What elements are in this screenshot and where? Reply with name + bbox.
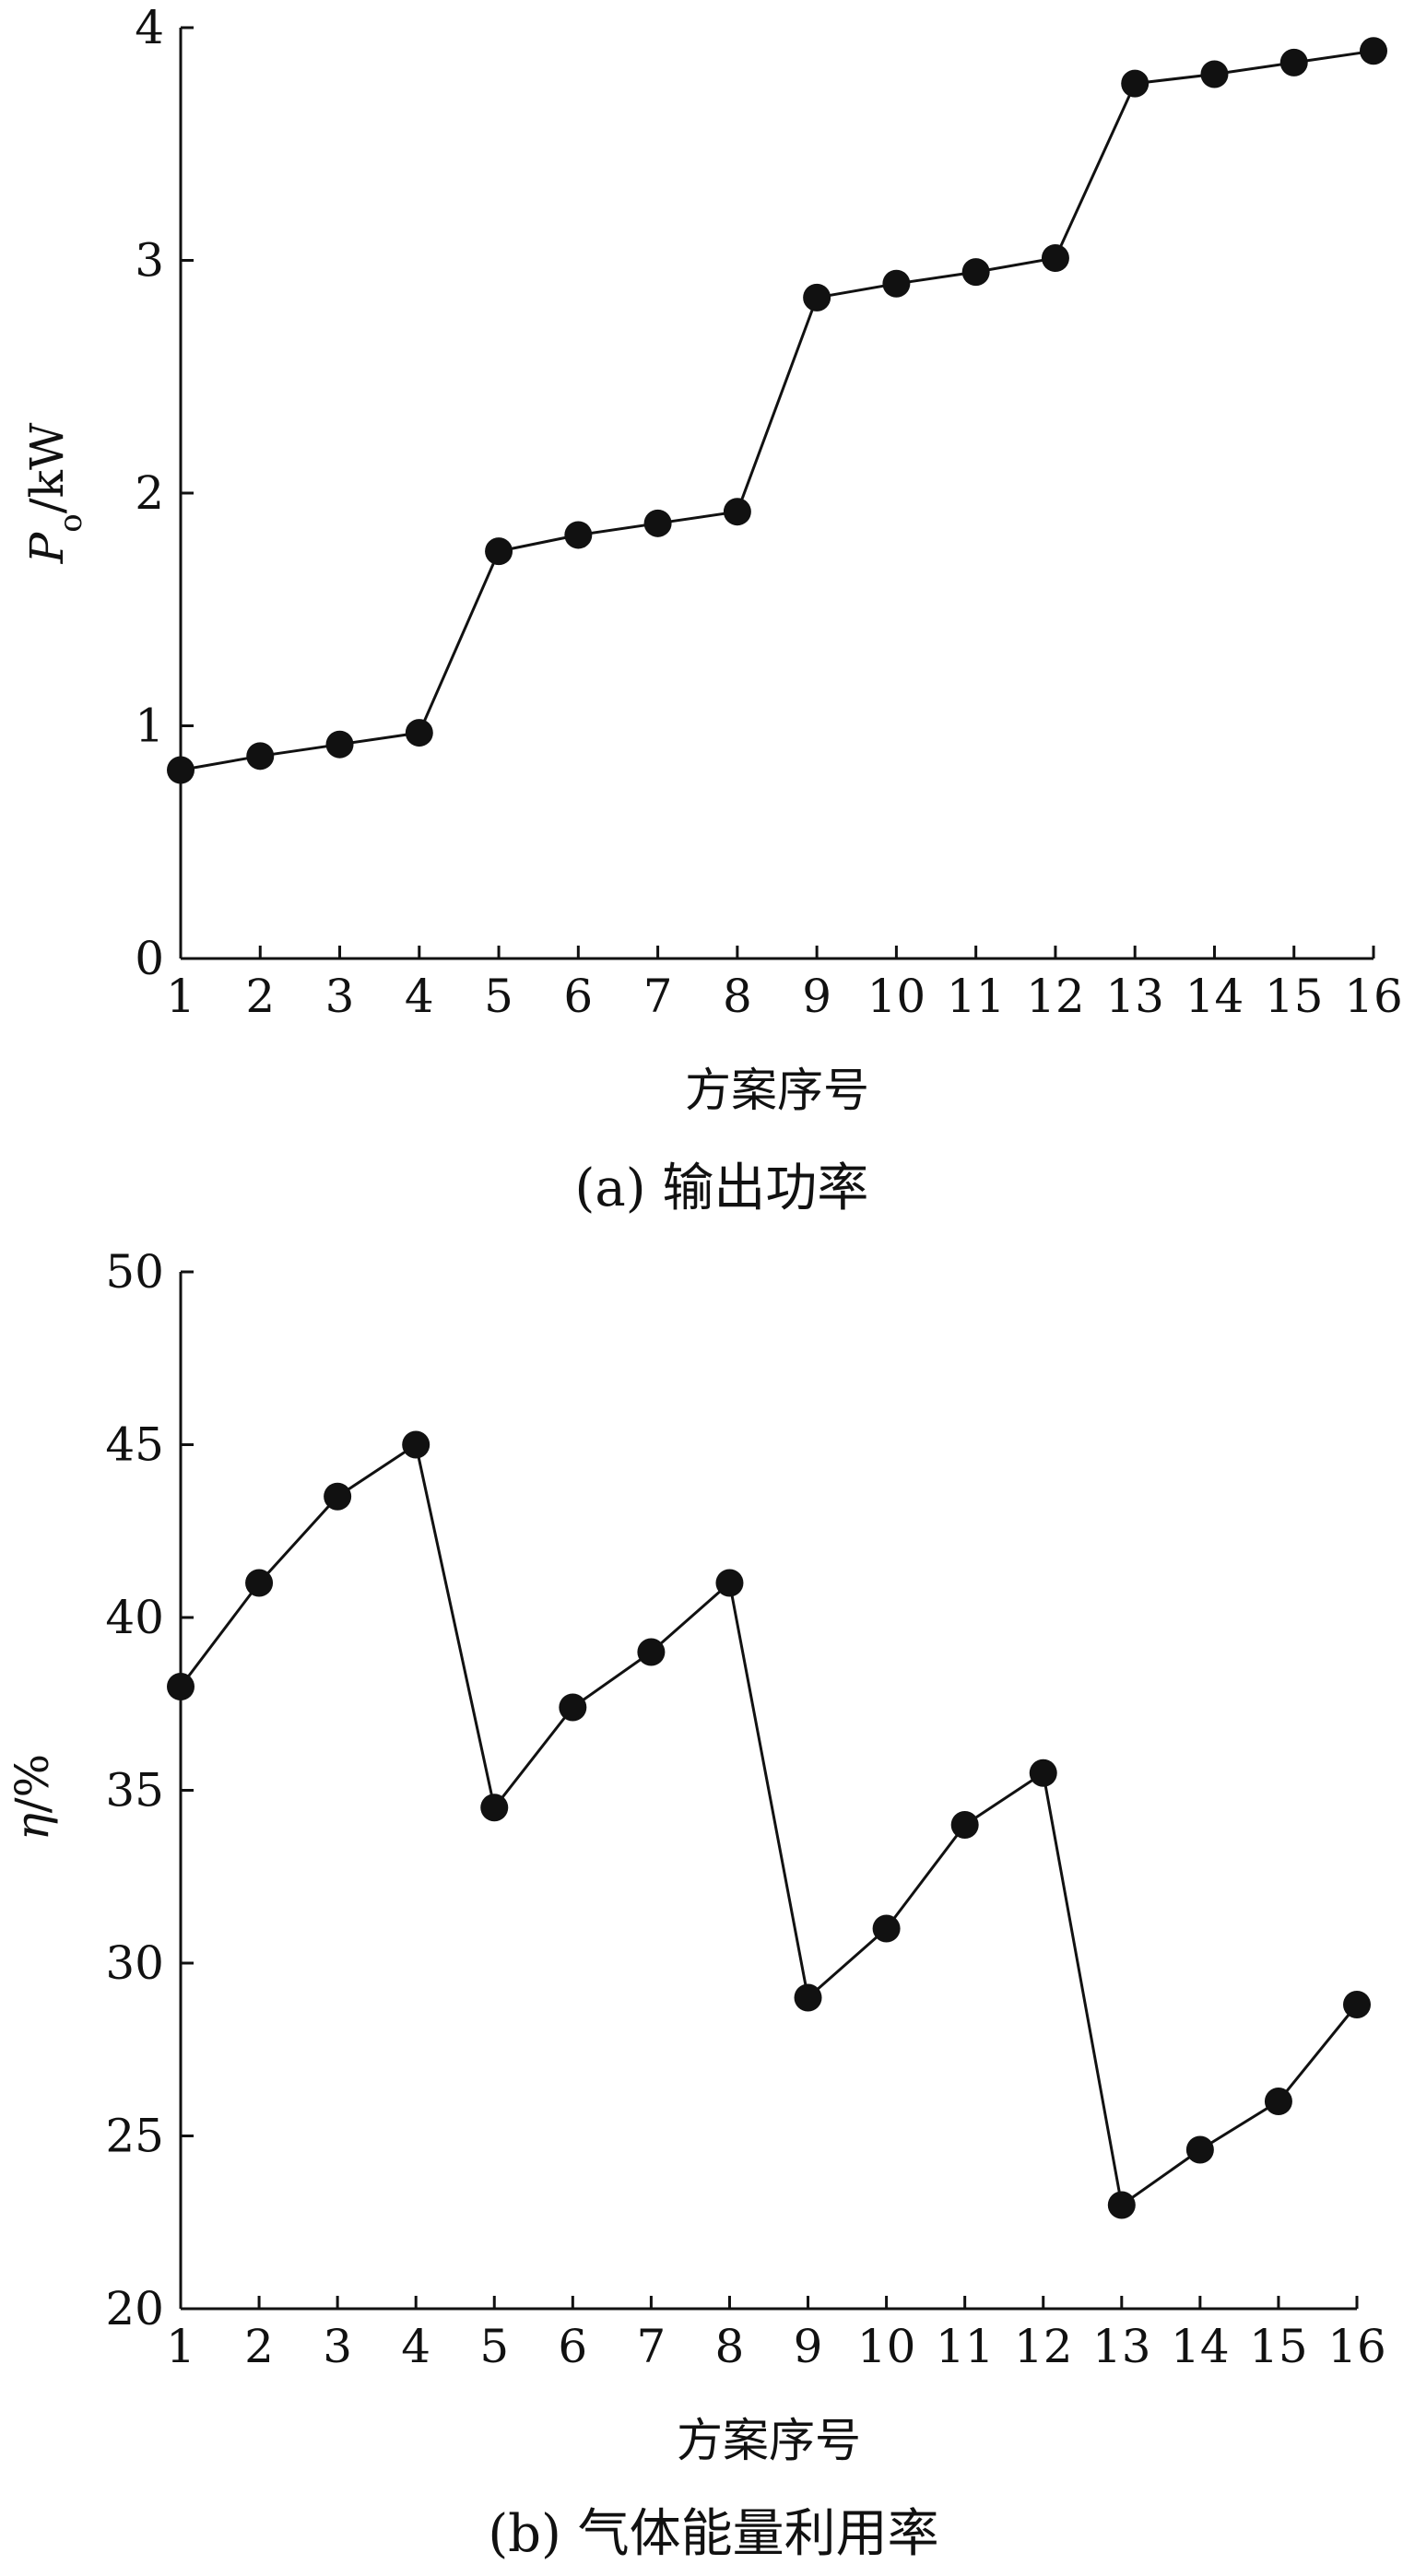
panel-a-series-line [180, 49, 1374, 771]
panel-a-y-tick-label: 0 [135, 932, 164, 985]
panel-b-y-tick-label: 25 [105, 2110, 164, 2163]
panel-b-data-point [324, 1482, 352, 1511]
panel-b-data-point [402, 1430, 430, 1459]
panel-a-x-tick-label: 16 [1344, 970, 1403, 1023]
panel-a-x-tick-label: 8 [723, 970, 752, 1023]
panel-b-x-tick-label: 15 [1249, 2320, 1308, 2373]
panel-a-x-tick-label: 11 [947, 970, 1006, 1023]
panel-b-y-axis-symbol: η [6, 1813, 59, 1841]
panel-a-data-point [723, 498, 751, 526]
panel-a-x-tick-label: 12 [1026, 970, 1085, 1023]
panel-a-data-point [405, 719, 433, 747]
panel-b-data-point [480, 1794, 509, 1822]
panel-b-x-tick-label: 8 [715, 2320, 745, 2373]
panel-a-y-tick-label: 2 [135, 466, 164, 520]
panel-a-data-point [485, 537, 513, 566]
panel-a-y-tick-label: 1 [135, 700, 164, 753]
panel-a-x-tick-label: 15 [1265, 970, 1324, 1023]
panel-a-data-point [803, 283, 831, 312]
panel-a-x-tick-label: 1 [166, 970, 195, 1023]
panel-a-data-point [643, 509, 672, 537]
panel-a-data-point [1360, 37, 1387, 65]
panel-a-data-point [961, 258, 990, 287]
panel-b-x-tick-label: 4 [401, 2320, 430, 2373]
panel-b-data-point [637, 1638, 666, 1666]
panel-a-caption: (a) 输出功率 [575, 1159, 869, 1218]
panel-a-data-point [564, 521, 593, 549]
panel-a-x-tick-label: 7 [643, 970, 673, 1023]
panel-b-x-tick-label: 7 [636, 2320, 666, 2373]
panel-a-x-tick-label: 14 [1185, 970, 1244, 1023]
panel-a-x-axis-title: 方案序号 [685, 1064, 869, 1117]
panel-b-data-point [794, 1983, 822, 2012]
panel-a-data-point [1121, 69, 1150, 98]
panel-a-x-tick-label: 10 [867, 970, 926, 1023]
panel-b-x-tick-label: 16 [1327, 2320, 1386, 2373]
panel-b-data-point [950, 1811, 979, 1839]
panel-b-x-tick-label: 10 [857, 2320, 916, 2373]
panel-a-x-tick-label: 2 [245, 970, 275, 1023]
panel-b-series-line [179, 1443, 1359, 2206]
panel-a-y-axis-title: Po/kW [20, 422, 89, 564]
panel-b-x-tick-label: 14 [1171, 2320, 1230, 2373]
panel-b-x-tick-label: 5 [479, 2320, 509, 2373]
panel-a-data-point [1200, 60, 1229, 88]
panel-a-data-point [1041, 243, 1069, 272]
panel-a-data-point [1279, 48, 1308, 76]
panel-a-data-point [325, 730, 354, 759]
panel-b-data-point [872, 1914, 901, 1943]
panel-b-y-tick-label: 20 [105, 2282, 164, 2335]
panel-b-data-point [1185, 2135, 1214, 2164]
panel-b-x-tick-label: 6 [558, 2320, 587, 2373]
panel-b-x-tick-label: 9 [794, 2320, 823, 2373]
panel-b-y-tick-label: 50 [105, 1245, 164, 1299]
panel-a-x-tick-label: 9 [802, 970, 831, 1023]
panel-b-data-point [1107, 2191, 1136, 2219]
panel-b-x-tick-label: 11 [936, 2320, 995, 2373]
panel-a-data-point [882, 269, 911, 298]
panel-a-y-axis-unit: /kW [20, 422, 74, 513]
panel-b-y-tick-label: 30 [105, 1936, 164, 1990]
panel-a-y-tick-label: 3 [135, 234, 164, 288]
panel-a-x-tick-label: 3 [325, 970, 355, 1023]
panel-b-data-point [715, 1569, 744, 1597]
panel-b-x-tick-label: 1 [166, 2320, 195, 2373]
panel-b-x-tick-label: 2 [244, 2320, 274, 2373]
panel-b-x-tick-label: 3 [323, 2320, 352, 2373]
panel-b-y-tick-label: 40 [105, 1591, 164, 1644]
panel-b-data-point [1029, 1759, 1057, 1787]
panel-a-y-tick-label: 4 [135, 1, 164, 54]
panel-b-y-tick-label: 45 [105, 1418, 164, 1472]
panel-b-y-axis-title: η/% [6, 1754, 59, 1841]
panel-b-data-point [245, 1569, 274, 1597]
panel-b-y-axis-unit: /% [6, 1754, 59, 1813]
panel-b-data-point [1264, 2088, 1292, 2115]
panel-a-x-tick-label: 6 [563, 970, 593, 1023]
panel-b-data-point [167, 1673, 195, 1700]
panel-b-y-tick-label: 35 [105, 1764, 164, 1817]
panel-a-x-tick-label: 5 [484, 970, 513, 1023]
panel-a-x-tick-label: 13 [1105, 970, 1164, 1023]
panel-a-data-point [246, 742, 275, 770]
panel-b-x-tick-label: 12 [1014, 2320, 1073, 2373]
panel-a-data-point [167, 756, 195, 784]
panel-b-x-axis-title: 方案序号 [677, 2414, 861, 2467]
panel-a-x-tick-label: 4 [405, 970, 434, 1023]
panel-a-y-axis-subscript: o [53, 513, 89, 532]
panel-a-y-axis-symbol: P [20, 531, 74, 564]
panel-b-x-tick-label: 13 [1092, 2320, 1151, 2373]
panel-b-data-point [559, 1693, 587, 1722]
panel-b-caption: (b) 气体能量利用率 [488, 2504, 938, 2564]
panel-b-data-point [1343, 1991, 1371, 2018]
